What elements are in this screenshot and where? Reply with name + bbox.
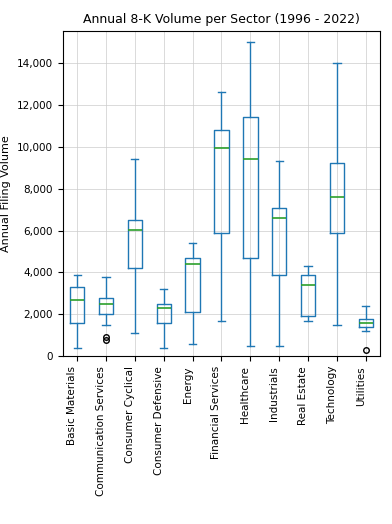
Y-axis label: Annual Filing Volume: Annual Filing Volume	[1, 136, 11, 252]
Title: Annual 8-K Volume per Sector (1996 - 2022): Annual 8-K Volume per Sector (1996 - 202…	[83, 13, 360, 26]
